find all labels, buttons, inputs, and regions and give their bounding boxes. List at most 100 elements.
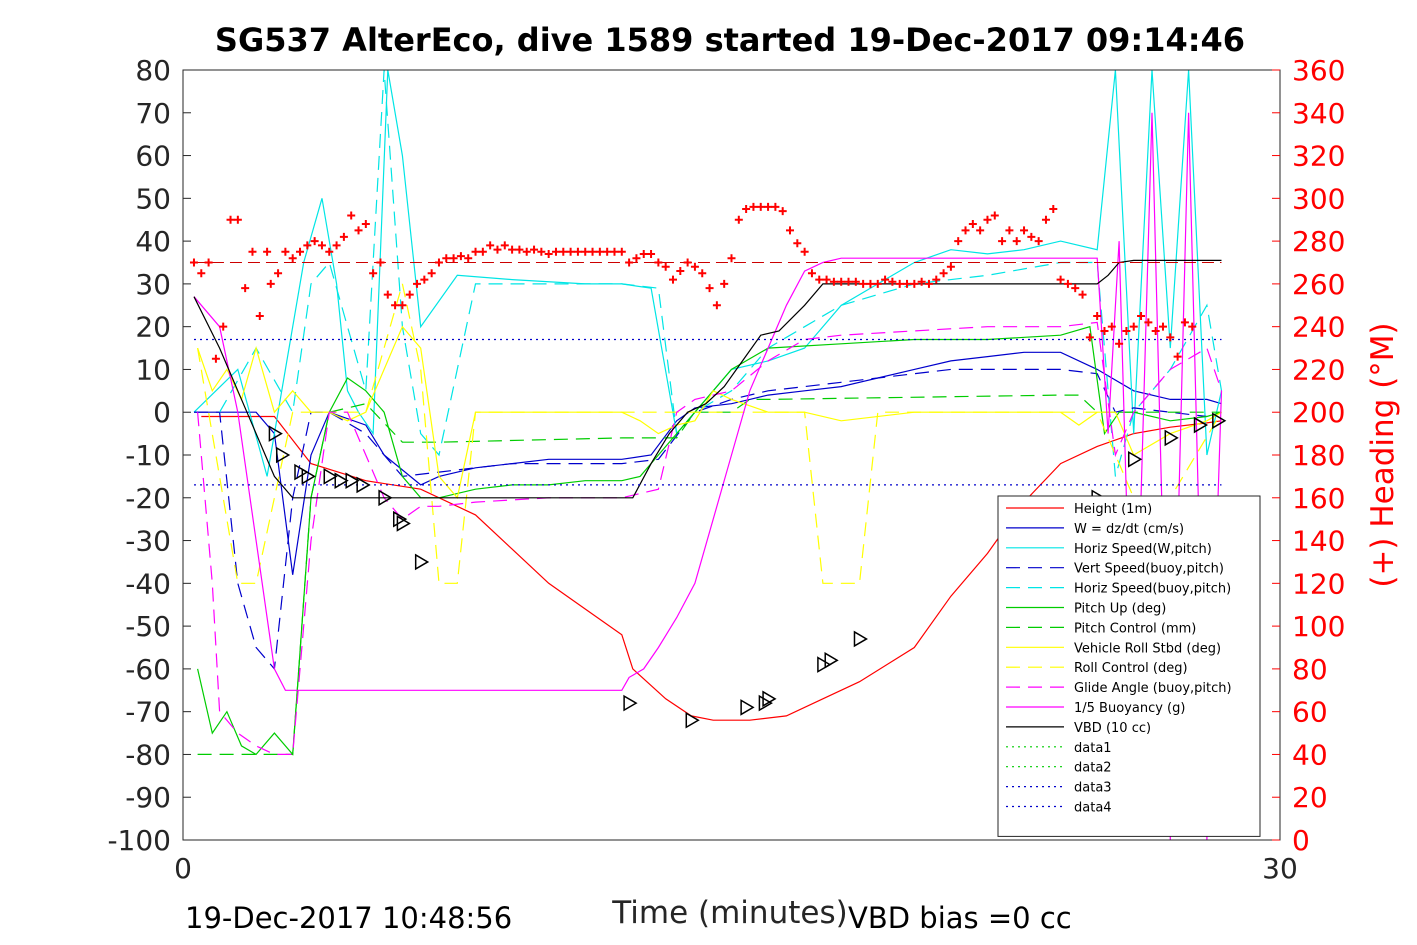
- y-right-tick-label: 160: [1292, 482, 1345, 515]
- triangle-marker: [759, 696, 771, 710]
- heading-point: [764, 203, 772, 211]
- heading-point: [281, 248, 289, 256]
- y-right-tick-label: 360: [1292, 54, 1345, 87]
- heading-point: [1020, 226, 1028, 234]
- heading-point: [559, 248, 567, 256]
- heading-point: [581, 248, 589, 256]
- y-tick-label: 0: [153, 396, 171, 429]
- heading-point: [669, 276, 677, 284]
- y-tick-label: -100: [107, 824, 171, 857]
- legend-label: W = dz/dt (cm/s): [1074, 522, 1184, 537]
- heading-point: [212, 355, 220, 363]
- heading-point: [998, 237, 1006, 245]
- heading-point: [823, 276, 831, 284]
- y-tick-label: -90: [125, 781, 171, 814]
- y-tick-label: 70: [135, 97, 171, 130]
- legend-label: data2: [1074, 761, 1112, 776]
- heading-point: [493, 246, 501, 254]
- heading-point: [1035, 237, 1043, 245]
- y-tick-label: 20: [135, 311, 171, 344]
- triangle-marker: [854, 632, 866, 646]
- legend-label: data3: [1074, 781, 1112, 796]
- heading-point: [450, 254, 458, 262]
- triangle-marker: [686, 713, 698, 727]
- heading-point: [808, 269, 816, 277]
- heading-point: [1079, 291, 1087, 299]
- y-axis-left: 80 70 60 50 40 30 20 10 0 -10 -20 -30 -40 -50 -60 -70 -8…: [107, 54, 191, 857]
- heading-point: [793, 239, 801, 247]
- x-tick-label: 0: [174, 852, 192, 885]
- legend-label: data4: [1074, 801, 1112, 816]
- heading-point: [757, 203, 765, 211]
- y-right-tick-label: 120: [1292, 567, 1345, 600]
- heading-point: [735, 216, 743, 224]
- heading-point: [969, 220, 977, 228]
- heading-point: [610, 248, 618, 256]
- heading-point: [1159, 323, 1167, 331]
- y-right-tick-label: 60: [1292, 696, 1328, 729]
- heading-point: [896, 280, 904, 288]
- heading-point: [940, 269, 948, 277]
- heading-point: [457, 252, 465, 260]
- heading-point: [618, 248, 626, 256]
- heading-point: [1049, 205, 1057, 213]
- legend-label: Pitch Up (deg): [1074, 602, 1166, 617]
- heading-point: [947, 263, 955, 271]
- heading-point: [428, 269, 436, 277]
- heading-point: [515, 246, 523, 254]
- heading-point: [1093, 312, 1101, 320]
- heading-point: [420, 276, 428, 284]
- heading-point: [296, 248, 304, 256]
- heading-point: [369, 269, 377, 277]
- heading-point: [1086, 333, 1094, 341]
- heading-point: [552, 248, 560, 256]
- legend-label: Roll Control (deg): [1074, 661, 1188, 676]
- legend-label: VBD (10 cc): [1074, 721, 1151, 736]
- heading-point: [530, 246, 538, 254]
- heading-point: [384, 291, 392, 299]
- heading-point: [625, 259, 633, 267]
- heading-point: [676, 267, 684, 275]
- heading-point: [684, 259, 692, 267]
- heading-point: [662, 263, 670, 271]
- footer-vbd-bias: VBD bias =0 cc: [848, 901, 1072, 935]
- legend-label: Glide Angle (buoy,pitch): [1074, 681, 1232, 696]
- heading-point: [779, 207, 787, 215]
- heading-point: [1042, 216, 1050, 224]
- triangle-marker: [624, 696, 636, 710]
- heading-point: [647, 250, 655, 258]
- y-tick-label: -50: [125, 610, 171, 643]
- heading-point: [256, 312, 264, 320]
- heading-point: [640, 250, 648, 258]
- heading-point: [1188, 323, 1196, 331]
- heading-point: [1013, 237, 1021, 245]
- heading-point: [976, 226, 984, 234]
- legend-label: Pitch Control (mm): [1074, 621, 1196, 636]
- heading-point: [1057, 276, 1065, 284]
- heading-point: [654, 259, 662, 267]
- heading-point: [786, 226, 794, 234]
- y-right-tick-label: 300: [1292, 182, 1345, 215]
- heading-point: [376, 259, 384, 267]
- triangle-marker: [416, 555, 428, 569]
- heading-point: [852, 278, 860, 286]
- y-right-tick-label: 340: [1292, 97, 1345, 130]
- y-right-tick-label: 280: [1292, 225, 1345, 258]
- heading-point: [263, 248, 271, 256]
- heading-point: [501, 241, 509, 249]
- heading-point: [241, 284, 249, 292]
- heading-point: [479, 248, 487, 256]
- triangle-marker: [394, 512, 406, 526]
- heading-point: [464, 254, 472, 262]
- heading-point: [398, 301, 406, 309]
- y-tick-label: 40: [135, 225, 171, 258]
- heading-point: [1174, 353, 1182, 361]
- legend-label: Height (1m): [1074, 502, 1152, 517]
- y-right-tick-label: 240: [1292, 311, 1345, 344]
- legend-label: Horiz Speed(W,pitch): [1074, 542, 1212, 557]
- heading-point: [932, 276, 940, 284]
- heading-point: [874, 280, 882, 288]
- heading-point: [391, 301, 399, 309]
- heading-point: [248, 248, 256, 256]
- heading-point: [698, 269, 706, 277]
